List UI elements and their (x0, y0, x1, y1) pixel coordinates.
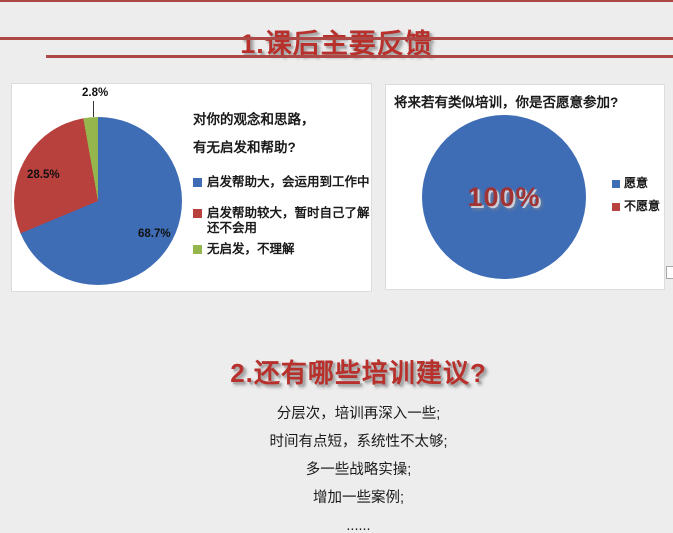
legend-swatch-red-icon (612, 202, 620, 211)
left-chart-legend: 启发帮助大，会运用到工作中 启发帮助较大，暂时自己了解还不会用 无启发，不理解 (193, 175, 375, 257)
right-chart-legend: 愿意 不愿意 (612, 177, 660, 223)
legend-label: 启发帮助大，会运用到工作中 (207, 175, 370, 189)
pie-center-label: 100% (467, 181, 541, 212)
left-chart-text-block: 对你的观念和思路， 有无启发和帮助? 启发帮助大，会运用到工作中 启发帮助较大，… (193, 112, 375, 257)
legend-item-blue: 启发帮助大，会运用到工作中 (193, 175, 375, 190)
suggestions-list: 分层次，培训再深入一些; 时间有点短，系统性不太够; 多一些战略实操; 增加一些… (0, 400, 673, 533)
pie-label-green-slice: 2.8% (82, 87, 109, 99)
left-chart-panel: 68.7% 28.5% 2.8% 对你的观念和思路， 有无启发和帮助? 启发帮助… (11, 83, 372, 292)
right-chart-title: 将来若有类似培训，你是否愿意参加? (394, 95, 619, 110)
suggestion-line: 多一些战略实操; (305, 462, 412, 478)
pie-label-blue-slice: 68.7% (138, 228, 171, 240)
legend-item-unwilling: 不愿意 (612, 200, 660, 213)
leader-line (93, 101, 94, 117)
pie-label-red-slice: 28.5% (27, 169, 60, 181)
legend-item-red: 启发帮助较大，暂时自己了解还不会用 (193, 206, 375, 236)
legend-label: 愿意 (624, 176, 649, 190)
section1-title: 1.课后主要反馈 (240, 29, 433, 60)
legend-swatch-red-icon (193, 209, 202, 218)
divider-line-indented (46, 55, 673, 58)
legend-label: 启发帮助较大，暂时自己了解还不会用 (207, 206, 370, 235)
suggestion-line: 时间有点短，系统性不太够; (269, 434, 448, 450)
suggestion-line: ...... (346, 518, 371, 533)
suggestion-line: 增加一些案例; (312, 490, 405, 506)
legend-item-willing: 愿意 (612, 177, 660, 190)
clipped-edge-artifact (666, 266, 673, 279)
suggestion-line: 分层次，培训再深入一些; (276, 406, 441, 422)
divider-line-full (0, 37, 673, 40)
top-border-line (0, 0, 673, 2)
legend-swatch-blue-icon (193, 178, 202, 187)
right-pie-chart (422, 115, 586, 279)
legend-label: 不愿意 (624, 199, 661, 213)
legend-swatch-green-icon (193, 245, 202, 254)
left-chart-title-line1: 对你的观念和思路， (193, 112, 315, 127)
left-pie-chart (14, 117, 182, 285)
left-chart-title-line2: 有无启发和帮助? (193, 140, 296, 155)
legend-swatch-blue-icon (612, 179, 620, 188)
right-chart-panel: 将来若有类似培训，你是否愿意参加? 100% 愿意 不愿意 (385, 84, 665, 290)
legend-item-green: 无启发，不理解 (193, 242, 375, 257)
section2-title: 2.还有哪些培训建议? (230, 357, 487, 388)
legend-label: 无启发，不理解 (207, 242, 295, 256)
